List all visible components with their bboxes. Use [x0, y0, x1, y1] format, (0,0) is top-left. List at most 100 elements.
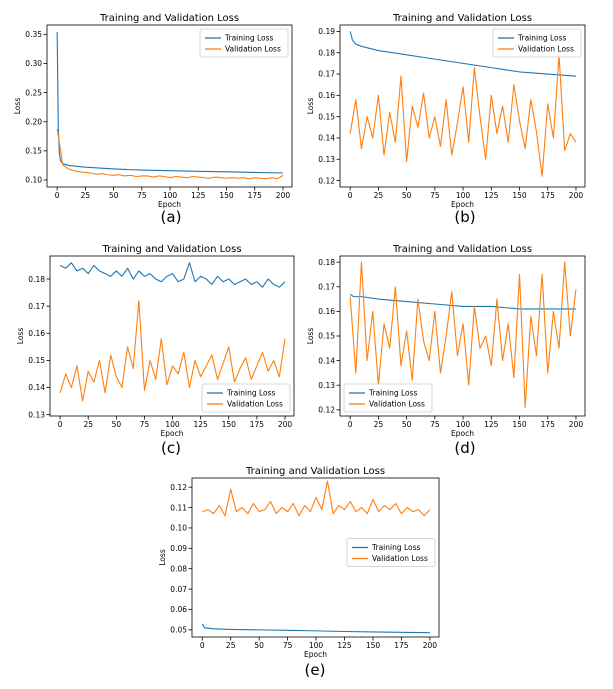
- y-tick-label: 0.10: [25, 176, 42, 185]
- legend-box: [199, 28, 289, 58]
- series-line-training-loss: [349, 31, 577, 77]
- legend-box: [492, 28, 582, 58]
- x-tick-label: 175: [250, 420, 265, 429]
- legend-label: Validation Loss: [227, 400, 283, 409]
- chart-title: Training and Validation Loss: [101, 244, 241, 255]
- legend: Training Loss Validation Loss: [199, 28, 289, 58]
- x-tick-label: 200: [278, 420, 293, 429]
- legend: Training Loss Validation Loss: [343, 383, 433, 413]
- y-tick-label: 0.13: [318, 381, 335, 390]
- y-tick-label: 0.16: [318, 91, 335, 100]
- x-tick-label: 100: [456, 191, 471, 200]
- x-tick-label: 75: [430, 191, 440, 200]
- y-tick-label: 0.20: [25, 117, 42, 126]
- legend-label: Training Loss: [224, 34, 274, 43]
- x-tick-label: 25: [81, 191, 91, 200]
- series-line-validation-loss: [56, 128, 284, 180]
- y-tick-label: 0.35: [25, 30, 42, 39]
- x-tick-label: 175: [248, 191, 263, 200]
- x-tick-label: 175: [541, 191, 556, 200]
- x-tick-label: 0: [58, 420, 63, 429]
- y-tick-label: 0.07: [170, 585, 187, 594]
- legend-label: Validation Loss: [369, 400, 425, 409]
- y-tick-label: 0.13: [28, 410, 45, 419]
- legend-label: Validation Loss: [225, 45, 281, 54]
- x-tick-label: 75: [137, 191, 147, 200]
- chart-panel-1: 0 25 50 75 100 125 150 175 200 0.12 0.13 0.14 0.15 0.…: [306, 13, 586, 209]
- x-tick-label: 150: [512, 420, 527, 429]
- y-tick-label: 0.12: [318, 406, 335, 415]
- y-tick-label: 0.25: [25, 88, 42, 97]
- x-tick-label: 0: [55, 191, 60, 200]
- chart-title: Training and Validation Loss: [99, 13, 239, 24]
- y-tick-label: 0.18: [28, 275, 45, 284]
- x-tick-label: 100: [165, 420, 180, 429]
- y-tick-label: 0.17: [318, 70, 335, 79]
- x-tick-label: 200: [423, 641, 438, 650]
- x-axis-label: Epoch: [161, 429, 184, 438]
- panel-caption: (c): [161, 439, 181, 457]
- y-tick-label: 0.15: [28, 356, 45, 365]
- x-tick-label: 25: [374, 191, 384, 200]
- x-tick-label: 125: [194, 420, 209, 429]
- y-tick-label: 0.16: [28, 329, 45, 338]
- y-tick-label: 0.15: [25, 147, 42, 156]
- x-tick-label: 50: [109, 191, 119, 200]
- legend-box: [201, 383, 291, 413]
- legend-label: Training Loss: [226, 389, 276, 398]
- y-tick-label: 0.14: [318, 356, 335, 365]
- legend: Training Loss Validation Loss: [346, 538, 436, 567]
- axes-frame: [49, 255, 295, 417]
- series-line-training-loss: [59, 262, 286, 288]
- y-axis-label: Loss: [306, 98, 315, 115]
- series-line-validation-loss: [202, 480, 431, 517]
- x-tick-label: 75: [140, 420, 150, 429]
- legend-label: Training Loss: [368, 389, 418, 398]
- x-tick-label: 25: [226, 641, 236, 650]
- x-tick-label: 150: [366, 641, 381, 650]
- y-tick-label: 0.19: [318, 27, 335, 36]
- y-tick-label: 0.15: [318, 112, 335, 121]
- y-tick-label: 0.06: [170, 605, 187, 614]
- series-line-validation-loss: [349, 54, 577, 177]
- x-tick-label: 25: [83, 420, 93, 429]
- x-tick-label: 25: [374, 420, 384, 429]
- x-tick-label: 75: [430, 420, 440, 429]
- x-tick-label: 150: [219, 191, 234, 200]
- y-tick-label: 0.10: [170, 524, 187, 533]
- x-tick-label: 50: [112, 420, 122, 429]
- y-tick-label: 0.12: [170, 483, 187, 492]
- panel-caption: (b): [454, 208, 475, 226]
- axes-frame: [191, 477, 440, 638]
- x-tick-label: 0: [200, 641, 205, 650]
- x-tick-label: 125: [484, 191, 499, 200]
- y-tick-label: 0.17: [318, 282, 335, 291]
- y-tick-label: 0.09: [170, 544, 187, 553]
- chart-title: Training and Validation Loss: [245, 466, 385, 477]
- x-tick-label: 100: [456, 420, 471, 429]
- x-tick-label: 175: [541, 420, 556, 429]
- legend-label: Training Loss: [517, 34, 567, 43]
- x-axis-label: Epoch: [304, 650, 327, 659]
- chart-title: Training and Validation Loss: [392, 244, 532, 255]
- x-tick-label: 125: [337, 641, 352, 650]
- legend-box: [346, 538, 436, 567]
- x-tick-label: 50: [402, 191, 412, 200]
- x-axis-label: Epoch: [158, 200, 181, 209]
- y-tick-label: 0.30: [25, 59, 42, 68]
- legend-label: Training Loss: [371, 543, 421, 552]
- panel-caption: (a): [161, 208, 182, 226]
- y-tick-label: 0.18: [318, 48, 335, 57]
- y-tick-label: 0.13: [318, 155, 335, 164]
- x-tick-label: 150: [512, 191, 527, 200]
- chart-panel-0: 0 25 50 75 100 125 150 175 200 0.10 0.15 0.20 0.25 0.…: [13, 13, 293, 209]
- legend-label: Validation Loss: [372, 554, 428, 563]
- chart-panel-2: 0 25 50 75 100 125 150 175 200 0.13 0.14 0.15 0.16 0.…: [16, 244, 295, 438]
- x-tick-label: 75: [283, 641, 293, 650]
- x-tick-label: 100: [309, 641, 324, 650]
- y-axis-label: Loss: [158, 549, 167, 566]
- x-tick-label: 0: [348, 420, 353, 429]
- legend-label: Validation Loss: [518, 45, 574, 54]
- series-line-validation-loss: [59, 300, 286, 402]
- y-tick-label: 0.14: [318, 134, 335, 143]
